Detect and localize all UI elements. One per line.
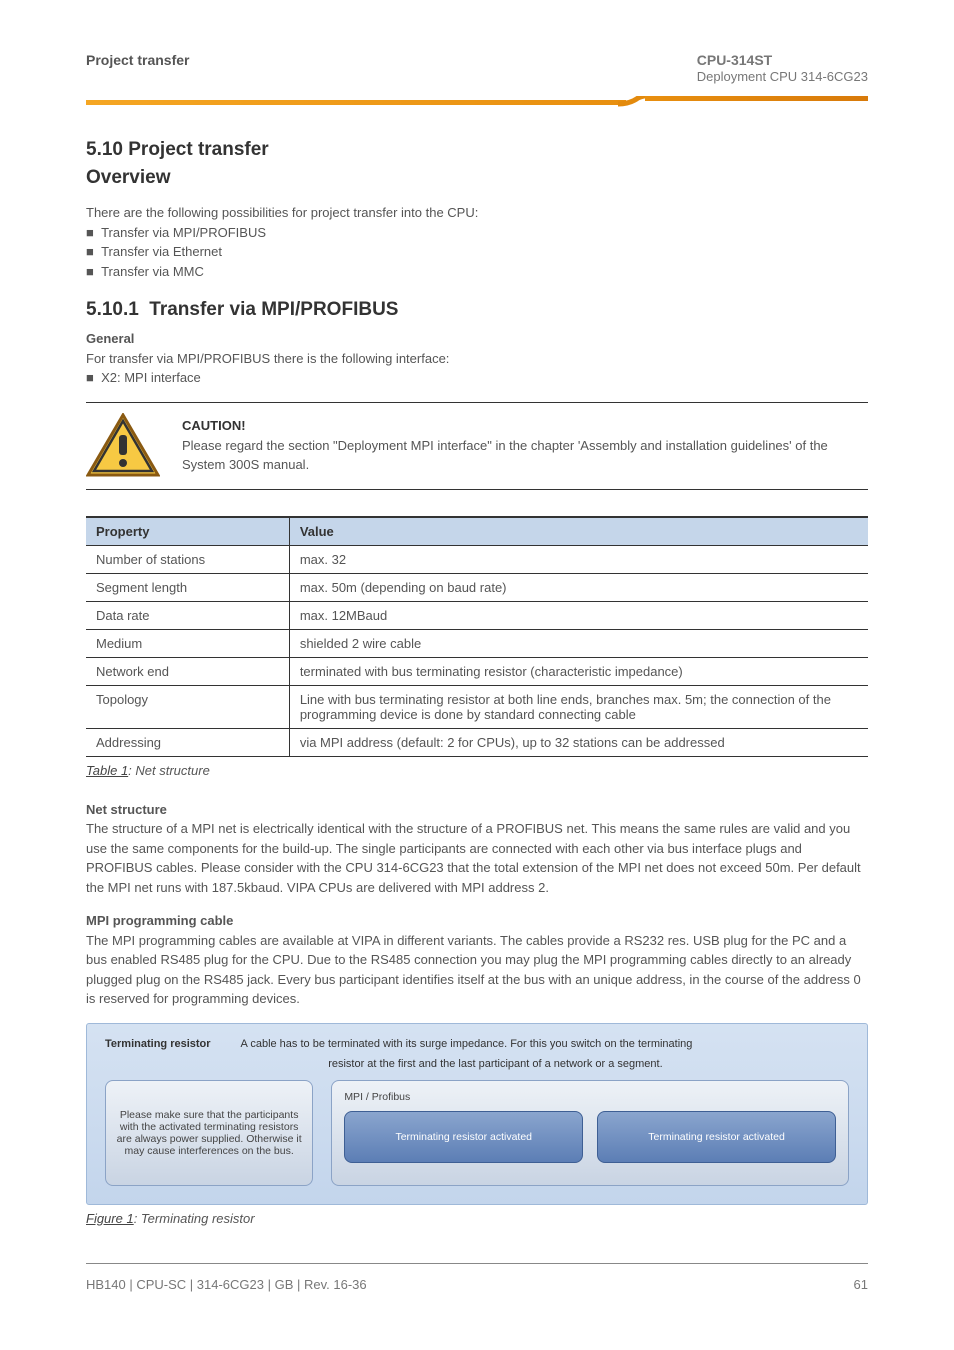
figure-caption-text: : Terminating resistor <box>134 1211 255 1226</box>
intro-line-3: Transfer via MMC <box>101 264 204 279</box>
footer-page-number: 61 <box>854 1277 868 1292</box>
figure-panel-right: MPI / Profibus Terminating resistor acti… <box>331 1080 849 1186</box>
table-row: Data ratemax. 12MBaud <box>86 601 868 629</box>
page-footer: HB140 | CPU-SC | 314-6CG23 | GB | Rev. 1… <box>86 1277 868 1292</box>
table-caption: Table 1: Net structure <box>86 763 868 778</box>
caution-text-block: CAUTION! Please regard the section "Depl… <box>182 416 868 475</box>
col-property: Property <box>86 517 289 546</box>
inner-panel-right: Terminating resistor activated <box>597 1111 836 1163</box>
table-row: Segment lengthmax. 50m (depending on bau… <box>86 573 868 601</box>
table-caption-label: Table 1 <box>86 763 128 778</box>
chapter-title: Deployment CPU 314-6CG23 <box>697 69 868 84</box>
table-caption-text: : Net structure <box>128 763 210 778</box>
section-heading: 5.10 Project transfer <box>86 139 868 161</box>
figure-title-right: A cable has to be terminated with its su… <box>241 1038 849 1050</box>
figure-title-left: Terminating resistor <box>105 1038 211 1050</box>
intro-line-1: Transfer via MPI/PROFIBUS <box>101 225 266 240</box>
inner-panel-left: Terminating resistor activated <box>344 1111 583 1163</box>
net-structure-heading: Net structure <box>86 802 167 817</box>
table-header-row: Property Value <box>86 517 868 546</box>
table-row: Network endterminated with bus terminati… <box>86 657 868 685</box>
mpi-prog-block: MPI programming cable The MPI programmin… <box>86 911 868 1009</box>
general-item: X2: MPI interface <box>101 370 201 385</box>
figure-caption: Figure 1: Terminating resistor <box>86 1211 868 1226</box>
figure-caption-label: Figure 1 <box>86 1211 134 1226</box>
figure-box: Terminating resistor A cable has to be t… <box>86 1023 868 1205</box>
general-block: General For transfer via MPI/PROFIBUS th… <box>86 329 868 388</box>
overview-heading: Overview <box>86 167 868 189</box>
subsection-title: Transfer via MPI/PROFIBUS <box>149 299 398 320</box>
intro-text: There are the following possibilities fo… <box>86 203 868 281</box>
header-divider <box>86 100 868 105</box>
general-label: General <box>86 331 134 346</box>
general-text: For transfer via MPI/PROFIBUS there is t… <box>86 351 449 366</box>
caution-label: CAUTION! <box>182 418 246 433</box>
panel-right-sub: MPI / Profibus <box>344 1091 836 1103</box>
subsection-number: 5.10.1 <box>86 299 139 320</box>
spec-table: Property Value Number of stationsmax. 32… <box>86 516 868 757</box>
footer-left: HB140 | CPU-SC | 314-6CG23 | GB | Rev. 1… <box>86 1277 367 1292</box>
caution-body: Please regard the section "Deployment MP… <box>182 438 828 473</box>
caution-box: CAUTION! Please regard the section "Depl… <box>86 402 868 490</box>
panel-left-text: Please make sure that the participants w… <box>116 1109 302 1157</box>
col-value: Value <box>289 517 868 546</box>
table-row: Mediumshielded 2 wire cable <box>86 629 868 657</box>
net-structure-block: Net structure The structure of a MPI net… <box>86 800 868 898</box>
intro-line-0: There are the following possibilities fo… <box>86 205 478 220</box>
table-row: Addressingvia MPI address (default: 2 fo… <box>86 728 868 756</box>
product-code: CPU-314ST <box>697 52 772 68</box>
footer-divider <box>86 1263 868 1264</box>
net-structure-text: The structure of a MPI net is electrical… <box>86 821 861 895</box>
figure-panel-left: Please make sure that the participants w… <box>105 1080 313 1186</box>
table-row: Number of stationsmax. 32 <box>86 545 868 573</box>
header-right: CPU-314ST Deployment CPU 314-6CG23 <box>697 52 868 84</box>
intro-line-2: Transfer via Ethernet <box>101 244 222 259</box>
table-row: TopologyLine with bus terminating resist… <box>86 685 868 728</box>
warning-icon <box>86 413 160 479</box>
figure-desc2: resistor at the first and the last parti… <box>328 1058 849 1070</box>
mpi-prog-text: The MPI programming cables are available… <box>86 933 861 1007</box>
mpi-prog-heading: MPI programming cable <box>86 913 233 928</box>
